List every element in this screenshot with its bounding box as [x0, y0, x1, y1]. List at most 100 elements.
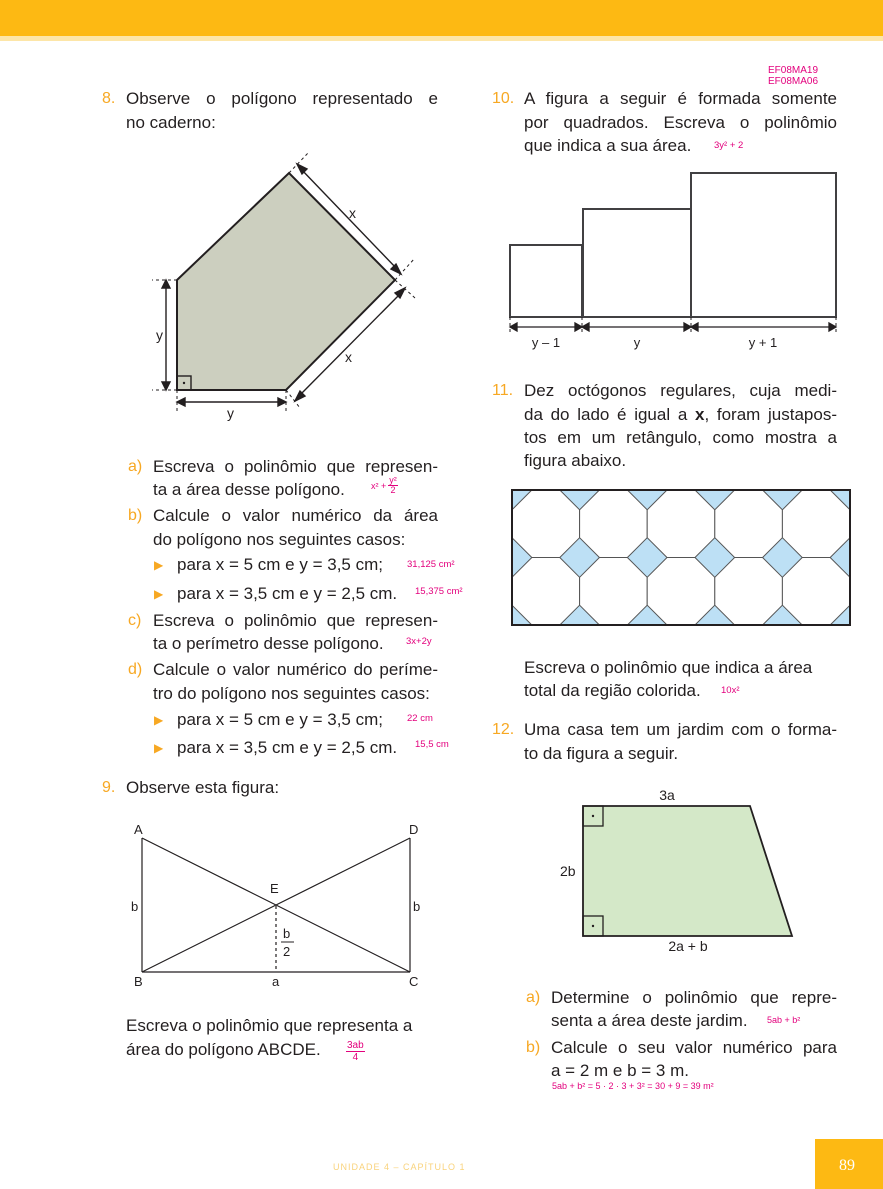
label-y-bottom: y [227, 405, 234, 421]
octagon [511, 557, 581, 626]
bullet-triangle-icon: ▶ [154, 558, 164, 572]
answer-numerator: 3ab [346, 1040, 365, 1052]
text-bold: x [694, 405, 705, 424]
right-angle-dot [182, 381, 186, 385]
square-small [509, 244, 583, 318]
page-number-box [815, 1139, 883, 1189]
footer-text: UNIDADE 4 – CAPÍTULO 1 [333, 1162, 466, 1172]
answer-fraction: 3ab 4 [346, 1040, 365, 1063]
item-letter: b) [526, 1039, 541, 1056]
page-number: 89 [839, 1157, 855, 1174]
question-text: tos em um retângulo, como mostra a [524, 428, 837, 447]
question-text: no caderno: [126, 113, 216, 132]
question-text: total da região colorida. [524, 681, 701, 700]
octagon [646, 557, 716, 626]
pentagon-figure: x x y y [152, 152, 416, 421]
octagon [579, 557, 648, 626]
answer: 15,5 cm [415, 739, 449, 750]
answer-numerator: y² [388, 475, 398, 486]
item-text: a = 2 m e b = 3 m. [551, 1061, 689, 1080]
question-text: Escreva o polinômio que representa a [126, 1016, 413, 1035]
vertex-e: E [270, 881, 279, 896]
label-3a: 3a [659, 787, 675, 803]
answer: 5ab + b² = 5 · 2 · 3 + 3² = 30 + 9 = 39 … [552, 1081, 714, 1091]
item-text: para x = 5 cm e y = 3,5 cm; [177, 710, 383, 729]
item-letter: a) [128, 458, 143, 475]
item-text: ta a área desse polígono. [153, 480, 345, 499]
square-medium [582, 208, 692, 318]
label-y: y [634, 335, 641, 350]
dimension-arrows [160, 162, 407, 408]
question-text: Observe o polígono representado e [126, 89, 438, 108]
item-text: Determine o polinômio que repre- [551, 988, 837, 1007]
vertex-b: B [134, 974, 143, 989]
abcde-figure: A D B C E b b b 2 a [131, 822, 420, 989]
vertex-d: D [409, 822, 418, 837]
answer: 31,125 cm² [407, 559, 455, 570]
top-banner-line [0, 36, 883, 41]
pentagon-shape [176, 171, 397, 391]
item-text: Calcule o valor numérico do períme- [153, 660, 438, 679]
label-x-bottom: x [345, 349, 352, 365]
question-number: 10. [492, 90, 515, 107]
item-text: do polígono nos seguintes casos: [153, 530, 406, 549]
question-text: que indica a sua área. [524, 136, 692, 155]
question-text: Escreva o polinômio que indica a área [524, 658, 813, 677]
item-text: tro do polígono nos seguintes casos: [153, 684, 430, 703]
garden-shape [582, 805, 794, 937]
right-angle-dot [591, 924, 595, 928]
answer: 22 cm [407, 713, 433, 724]
label-y-left: y [156, 327, 163, 343]
question-text: por quadrados. Escreva o polinômio [524, 113, 837, 132]
question-number: 8. [102, 90, 116, 107]
label-a: a [272, 974, 280, 989]
question-number: 12. [492, 721, 515, 738]
item-text: para x = 3,5 cm e y = 2,5 cm. [177, 584, 398, 603]
text-part: , foram justapos- [704, 405, 838, 424]
item-text: Escreva o polinômio que represen- [153, 457, 438, 476]
label-half-b-den: 2 [283, 944, 290, 959]
question-text: to da figura a seguir. [524, 744, 679, 763]
label-y-minus-1: y – 1 [532, 335, 560, 350]
item-text: senta a área deste jardim. [551, 1011, 748, 1030]
item-letter: c) [128, 612, 142, 629]
question-number: 11. [492, 382, 514, 399]
question-text: da do lado é igual a x, foram justapos- [524, 403, 837, 427]
question-text: Dez octógonos regulares, cuja medi- [524, 381, 837, 400]
label-x-top: x [349, 205, 356, 221]
item-letter: a) [526, 989, 541, 1006]
question-text: A figura a seguir é formada somente [524, 89, 837, 108]
answer-denominator: 4 [352, 1052, 359, 1063]
answer: 10x² [721, 685, 740, 696]
octagons-figure [511, 489, 851, 626]
bullet-triangle-icon: ▶ [154, 587, 164, 601]
item-text: para x = 5 cm e y = 3,5 cm; [177, 555, 383, 574]
answer: 3y² + 2 [714, 140, 744, 151]
garden-figure: 3a 2b 2a + b [560, 787, 794, 954]
octagon [781, 557, 851, 626]
label-y-plus-1: y + 1 [749, 335, 778, 350]
label-half-b-num: b [283, 926, 290, 941]
octagon [714, 557, 783, 626]
question-text: Uma casa tem um jardim com o forma- [524, 720, 837, 739]
square-large [690, 172, 837, 318]
octagon [781, 489, 851, 558]
item-text: Calcule o seu valor numérico para [551, 1038, 837, 1057]
item-text: ta o perímetro desse polígono. [153, 634, 384, 653]
bullet-triangle-icon: ▶ [154, 713, 164, 727]
vertex-c: C [409, 974, 418, 989]
question-text: área do polígono ABCDE. [126, 1040, 321, 1059]
octagon [714, 489, 783, 558]
label-2a-plus-b: 2a + b [668, 938, 708, 954]
answer: 3x+2y [406, 636, 432, 647]
dimension-arrows [508, 321, 838, 333]
octagons-border [511, 489, 851, 626]
right-angle-dot [591, 814, 595, 818]
vertex-a: A [134, 822, 143, 837]
answer-fraction: y² 2 [388, 476, 398, 495]
label-2b: 2b [560, 863, 576, 879]
question-text: figura abaixo. [524, 451, 627, 470]
question-number: 9. [102, 779, 116, 796]
answer: 5ab + b² [767, 1015, 801, 1025]
top-banner [0, 0, 883, 36]
